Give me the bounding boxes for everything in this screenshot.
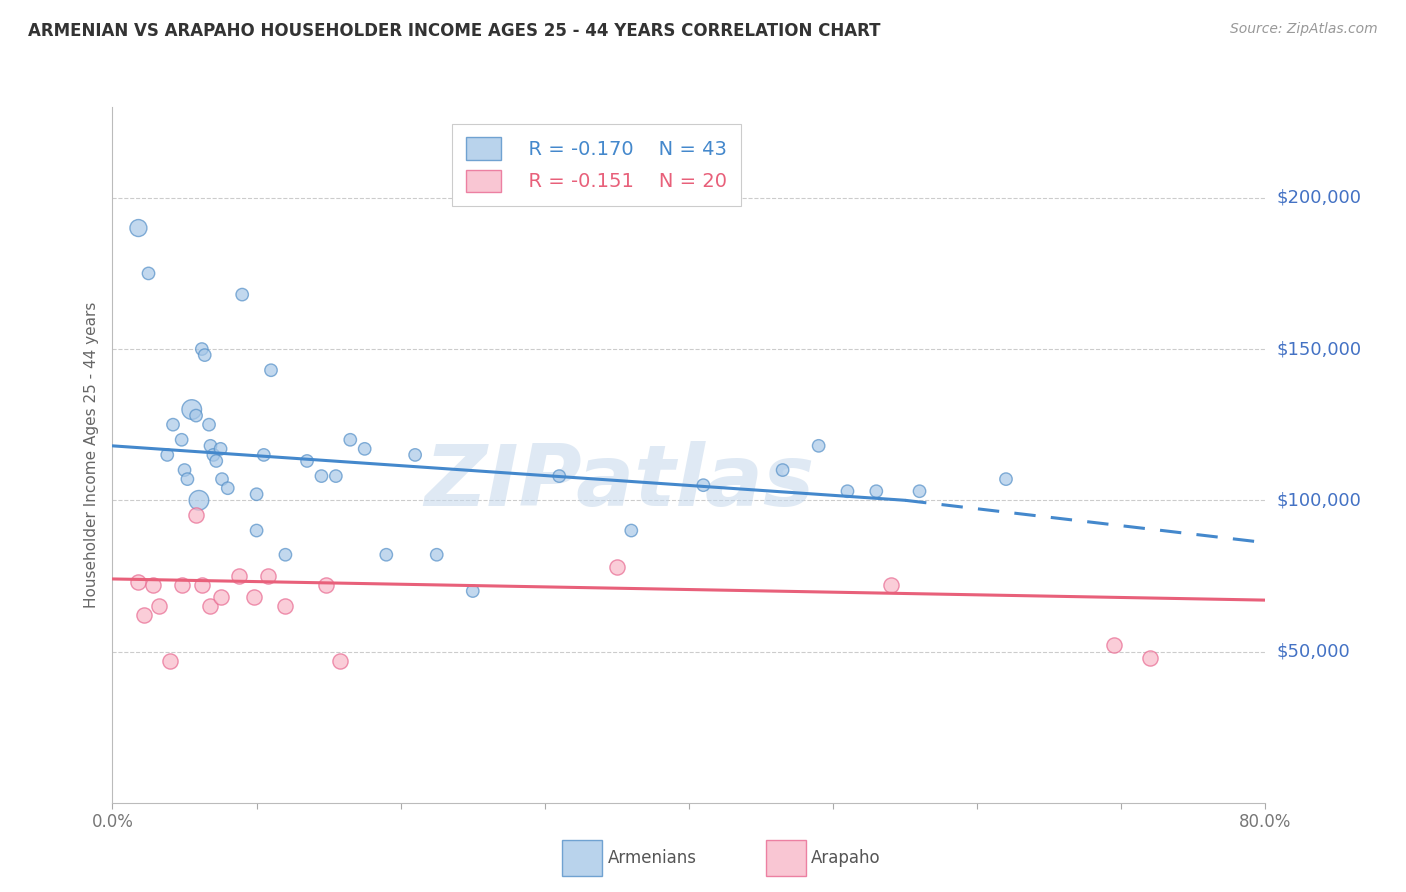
- Point: [184, 409, 207, 423]
- Point: [209, 590, 232, 604]
- Point: [339, 433, 361, 447]
- Point: [1102, 639, 1125, 653]
- Text: ZIPatlas: ZIPatlas: [425, 442, 815, 524]
- Text: $200,000: $200,000: [1277, 189, 1362, 207]
- Point: [205, 454, 228, 468]
- Point: [194, 348, 217, 362]
- Point: [231, 287, 253, 301]
- Point: [191, 342, 214, 356]
- Point: [162, 417, 184, 432]
- Text: Arapaho: Arapaho: [811, 849, 882, 867]
- Point: [188, 493, 211, 508]
- Point: [127, 221, 149, 235]
- Point: [274, 599, 297, 614]
- Point: [198, 417, 221, 432]
- Point: [173, 463, 195, 477]
- Point: [908, 484, 931, 499]
- Point: [311, 469, 333, 483]
- Point: [142, 578, 165, 592]
- Point: [315, 578, 337, 592]
- Point: [134, 608, 156, 623]
- Text: ARMENIAN VS ARAPAHO HOUSEHOLDER INCOME AGES 25 - 44 YEARS CORRELATION CHART: ARMENIAN VS ARAPAHO HOUSEHOLDER INCOME A…: [28, 22, 880, 40]
- Point: [295, 454, 318, 468]
- Point: [170, 578, 193, 592]
- Point: [209, 442, 232, 456]
- Point: [127, 574, 149, 589]
- Y-axis label: Householder Income Ages 25 - 44 years: Householder Income Ages 25 - 44 years: [83, 301, 98, 608]
- Legend:   R = -0.170    N = 43,   R = -0.151    N = 20: R = -0.170 N = 43, R = -0.151 N = 20: [453, 124, 741, 205]
- Point: [170, 433, 193, 447]
- Point: [692, 478, 714, 492]
- Point: [202, 448, 225, 462]
- Text: $50,000: $50,000: [1277, 642, 1351, 661]
- Point: [260, 363, 283, 377]
- Point: [180, 402, 202, 417]
- Point: [148, 599, 170, 614]
- Point: [620, 524, 643, 538]
- Point: [228, 569, 250, 583]
- Point: [253, 448, 276, 462]
- Point: [200, 439, 222, 453]
- Point: [159, 654, 181, 668]
- Point: [606, 559, 628, 574]
- Point: [138, 267, 160, 281]
- Point: [865, 484, 887, 499]
- Point: [242, 590, 264, 604]
- Text: $150,000: $150,000: [1277, 340, 1362, 358]
- Text: Source: ZipAtlas.com: Source: ZipAtlas.com: [1230, 22, 1378, 37]
- Point: [274, 548, 297, 562]
- Point: [325, 469, 347, 483]
- Text: $100,000: $100,000: [1277, 491, 1362, 509]
- Point: [995, 472, 1018, 486]
- Point: [200, 599, 222, 614]
- Point: [880, 578, 903, 592]
- Point: [772, 463, 794, 477]
- Point: [191, 578, 214, 592]
- Point: [245, 524, 267, 538]
- Point: [548, 469, 571, 483]
- Point: [184, 508, 207, 523]
- Point: [245, 487, 267, 501]
- Point: [837, 484, 859, 499]
- Point: [329, 654, 352, 668]
- Point: [375, 548, 398, 562]
- Point: [461, 584, 484, 599]
- Point: [404, 448, 426, 462]
- Point: [156, 448, 179, 462]
- Point: [257, 569, 280, 583]
- Point: [217, 481, 239, 495]
- Point: [353, 442, 375, 456]
- Point: [211, 472, 233, 486]
- Point: [176, 472, 198, 486]
- Point: [426, 548, 449, 562]
- Point: [1139, 650, 1161, 665]
- Text: Armenians: Armenians: [607, 849, 696, 867]
- Point: [807, 439, 830, 453]
